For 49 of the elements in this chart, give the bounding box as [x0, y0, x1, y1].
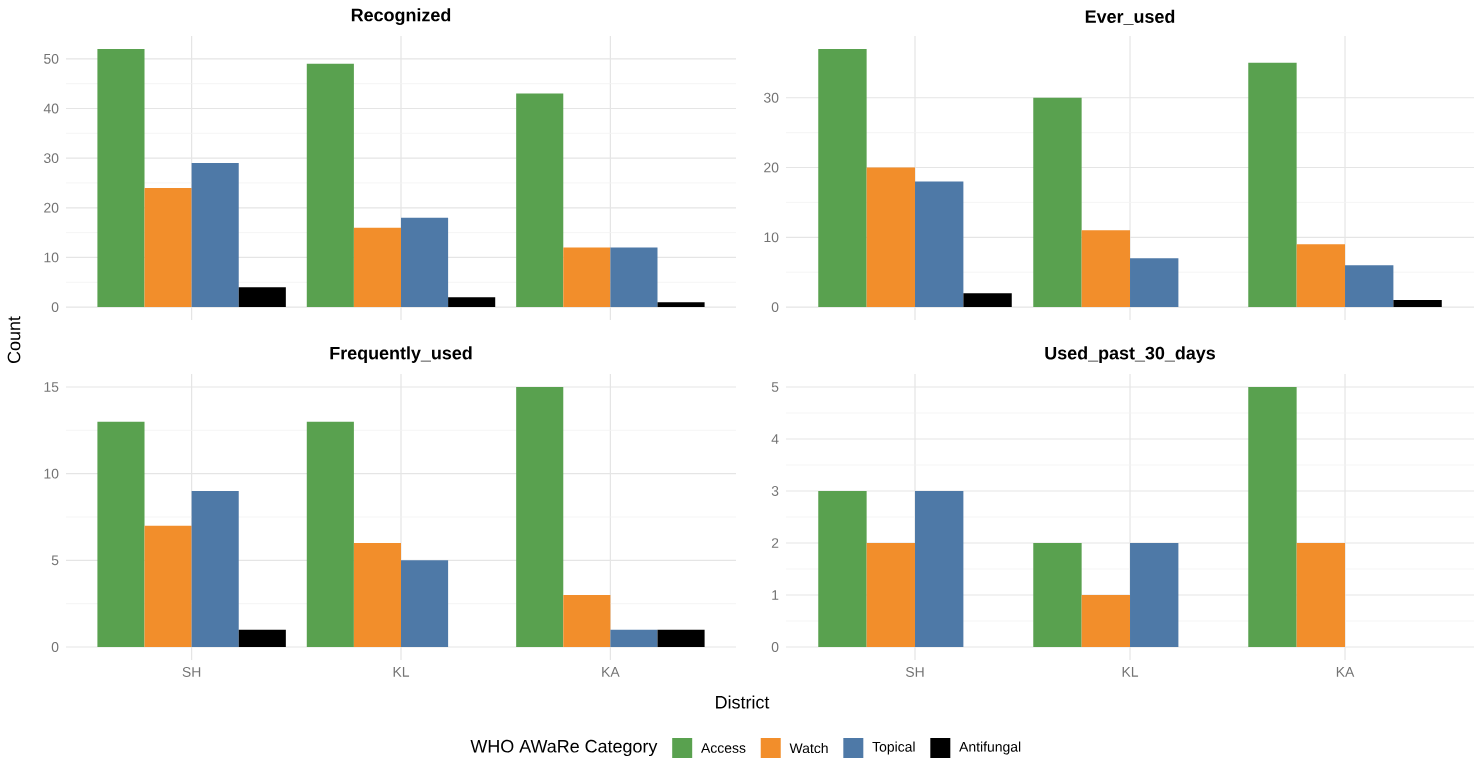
x-axis-title: District [716, 695, 770, 709]
bar [1296, 543, 1346, 647]
bar [238, 629, 286, 647]
bar [866, 543, 916, 647]
bar [306, 421, 354, 647]
chart-title: Frequently_used [330, 346, 472, 363]
bar [191, 490, 239, 647]
bar [563, 595, 611, 647]
chart-title: Recognized [351, 8, 451, 25]
bar [97, 421, 145, 647]
bar [1081, 595, 1131, 647]
bar [191, 163, 239, 308]
bar [353, 227, 401, 308]
bar [1130, 543, 1179, 647]
bar [657, 629, 705, 647]
chart-title: Ever_used [1085, 9, 1175, 25]
bar [1081, 230, 1131, 308]
bar [97, 48, 145, 308]
bar [1033, 543, 1082, 647]
legend-title: WHO AWaRe Category [470, 739, 658, 757]
bar [1296, 244, 1346, 308]
bar [516, 386, 564, 647]
bar [1393, 300, 1442, 308]
bar [144, 187, 192, 308]
bar [1248, 387, 1297, 647]
bar [1248, 62, 1297, 308]
bar [306, 63, 354, 308]
bar [657, 302, 705, 308]
bar [866, 167, 916, 308]
bar [1345, 265, 1394, 308]
bar [915, 181, 964, 308]
bar [818, 491, 867, 647]
bar [915, 491, 964, 647]
bar [401, 217, 449, 308]
bar [963, 293, 1012, 308]
bar [610, 247, 658, 308]
bar [448, 297, 496, 308]
bar [1033, 97, 1082, 308]
y-axis-title: Count [7, 316, 21, 364]
bar [1130, 258, 1179, 308]
bar [353, 543, 401, 647]
bar [610, 629, 658, 647]
chart-title: Used_past_30_days [1045, 346, 1215, 363]
bar [401, 560, 449, 647]
bar [516, 93, 564, 308]
bar [144, 525, 192, 647]
bar [238, 287, 286, 308]
bar [818, 48, 867, 308]
bar [563, 247, 611, 308]
